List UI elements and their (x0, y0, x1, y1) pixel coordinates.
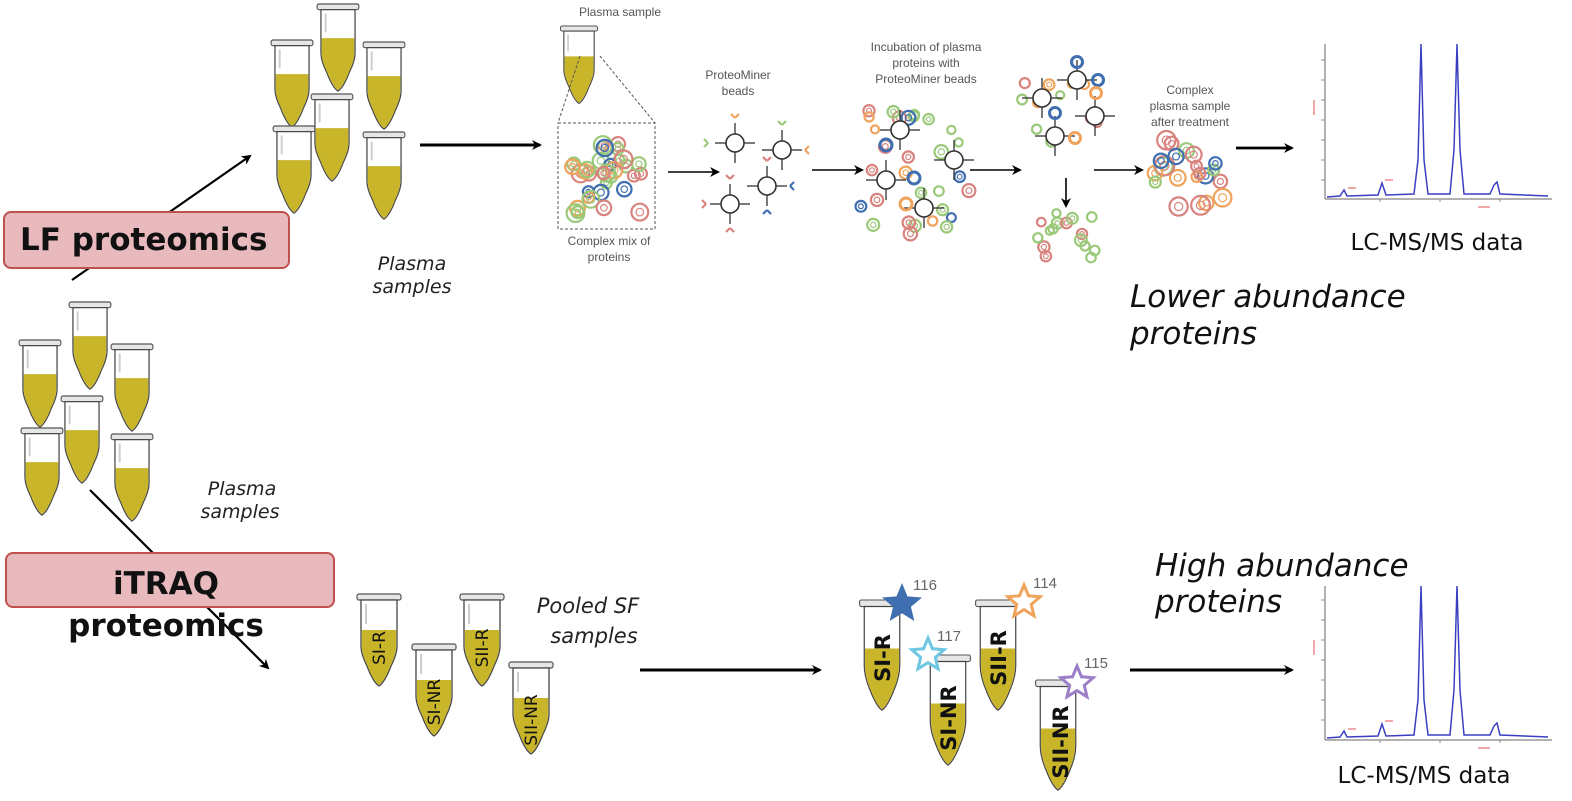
tube-label-sii-r: SII-R (473, 628, 493, 667)
plasma-tubes-top (270, 3, 406, 221)
itraq-proteomics-label: proteomics (68, 608, 264, 644)
plasma-sample-label: Plasma sample (579, 5, 661, 19)
high-abundance-line1: High abundance (1155, 548, 1409, 584)
lf-proteomics-box: LF proteomics (3, 211, 290, 269)
itraq-proteomics-box: iTRAQ proteomics (5, 552, 335, 644)
incubation-mixture (854, 103, 977, 242)
itraq-tag-stars (882, 581, 1097, 700)
ms-spectrum-bottom (1313, 585, 1552, 749)
lf-proteomics-label: LF proteomics (20, 222, 267, 258)
incubation-label-line3: ProteoMiner beads (875, 72, 976, 86)
incubation-label-line2: proteins with (892, 56, 959, 70)
itraq-tag-114: 114 (1033, 575, 1057, 592)
proteominer-label-line2: beads (722, 84, 755, 98)
plasma-samples-left-line2: samples (201, 501, 280, 523)
plasma-tubes-left (18, 301, 154, 523)
tube-label-si-nr: SI-NR (425, 679, 445, 726)
plasma-samples-top-line2: samples (373, 276, 452, 298)
tag-tube-label-si-r: SI-R (871, 634, 895, 682)
tag-tube-label-sii-r: SII-R (987, 630, 1011, 686)
complex-after-label-line1: Complex (1166, 83, 1213, 97)
incubation-label-line1: Incubation of plasma (871, 40, 982, 54)
itraq-tag-117: 117 (937, 628, 961, 645)
bound-beads (1016, 55, 1116, 157)
tag-tube-label-sii-nr: SII-NR (1049, 705, 1073, 778)
ms-spectrum-top (1313, 43, 1552, 208)
lcms-label-top: LC-MS/MS data (1351, 230, 1524, 256)
proteominer-label-line1: ProteoMiner (705, 68, 770, 82)
itraq-tag-116: 116 (913, 577, 937, 594)
complex-mix-box (557, 55, 656, 230)
lower-abundance-line1: Lower abundance (1130, 279, 1406, 315)
complex-mix-label-line2: proteins (588, 250, 631, 264)
complex-after-label-line3: after treatment (1151, 115, 1230, 129)
itraq-labelled-tubes (858, 599, 1082, 791)
plasma-samples-top-line1: Plasma (378, 253, 446, 275)
high-abundance-line2: proteins (1154, 584, 1282, 620)
pooled-samples-line1: Pooled SF (537, 594, 640, 618)
complex-after-label-line2: plasma sample (1150, 99, 1231, 113)
itraq-tag-115: 115 (1084, 655, 1108, 672)
complex-mix-label-line1: Complex mix of (568, 234, 651, 248)
tube-label-si-r: SI-R (370, 631, 390, 665)
treated-sample-proteins (1146, 129, 1233, 217)
itraq-label: iTRAQ (113, 566, 219, 602)
lower-abundance-line2: proteins (1129, 316, 1257, 352)
eluted-proteins (1032, 208, 1101, 264)
proteominer-beads (701, 113, 810, 233)
lcms-label-bottom: LC-MS/MS data (1338, 763, 1511, 789)
plasma-samples-left-line1: Plasma (208, 478, 276, 500)
tag-tube-label-si-nr: SI-NR (937, 685, 961, 750)
plasma-sample-tube (559, 25, 599, 105)
tube-label-sii-nr: SII-NR (522, 694, 542, 746)
pooled-samples-line2: samples (550, 624, 637, 648)
